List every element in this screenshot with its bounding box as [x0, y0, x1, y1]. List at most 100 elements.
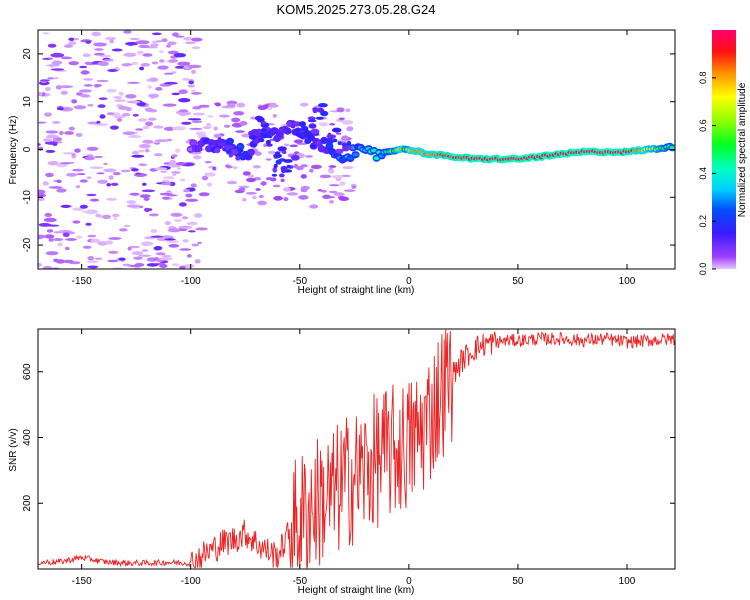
x-tick-label: 50: [512, 276, 524, 287]
x-tick-label: -150: [72, 276, 92, 287]
noise-blob: [60, 204, 71, 208]
noise-blob: [55, 259, 66, 264]
noise-blob: [164, 221, 171, 226]
noise-blob: [148, 93, 160, 99]
noise-blob: [101, 214, 112, 219]
noise-blob: [106, 88, 117, 93]
noise-blob: [305, 155, 313, 158]
noise-blob: [332, 175, 344, 179]
noise-blob: [108, 175, 114, 180]
noise-blob: [146, 263, 159, 267]
noise-blob: [126, 204, 140, 208]
noise-blob: [145, 121, 154, 127]
noise-blob: [109, 125, 119, 130]
noise-blob: [93, 42, 107, 47]
spectral-blob: [235, 155, 241, 161]
noise-blob: [84, 156, 95, 161]
spectral-blob: [281, 150, 287, 155]
noise-blob: [38, 263, 43, 267]
noise-blob: [98, 97, 108, 100]
spectral-blob: [265, 139, 271, 145]
noise-blob: [135, 128, 144, 131]
noise-blob: [169, 159, 176, 165]
noise-blob: [226, 103, 236, 108]
noise-blob: [155, 87, 163, 91]
noise-blob: [191, 89, 196, 92]
noise-blob: [195, 227, 208, 231]
noise-blob: [52, 238, 64, 241]
spectral-blob: [228, 148, 239, 155]
spectral-blob: [274, 151, 281, 155]
noise-blob: [158, 257, 173, 261]
noise-blob: [336, 107, 345, 113]
spectral-blob: [342, 145, 350, 152]
noise-blob: [105, 198, 117, 201]
noise-blob: [160, 170, 168, 173]
noise-blob: [298, 195, 309, 200]
noise-blob: [48, 186, 63, 189]
noise-blob: [143, 197, 150, 201]
noise-blob: [107, 259, 119, 263]
noise-blob: [166, 240, 179, 244]
noise-blob: [173, 219, 183, 222]
noise-blob: [265, 177, 274, 181]
noise-blob: [186, 254, 192, 258]
noise-blob: [96, 120, 101, 125]
noise-blob: [184, 41, 196, 45]
noise-blob: [82, 53, 91, 57]
noise-blob: [68, 61, 79, 66]
noise-blob: [319, 122, 328, 127]
noise-blob: [86, 146, 99, 151]
noise-blob: [187, 64, 202, 69]
noise-blob: [62, 152, 76, 155]
noise-blob: [55, 85, 62, 90]
noise-blob: [59, 85, 74, 88]
noise-blob: [45, 149, 56, 153]
colorbar-tick-label: 0.4: [698, 167, 708, 180]
noise-blob: [168, 244, 180, 248]
noise-blob: [329, 200, 335, 204]
snr-x-ticks: -150 -100 -50 0 50 100: [72, 329, 636, 587]
noise-blob: [123, 224, 131, 228]
noise-blob: [140, 63, 150, 67]
noise-blob: [213, 126, 218, 131]
spectral-blob: [310, 128, 320, 135]
noise-blob: [161, 255, 172, 258]
y-tick-label: 10: [22, 96, 33, 108]
spectral-blob: [271, 173, 278, 177]
noise-blob: [125, 107, 132, 112]
noise-blob: [226, 180, 237, 185]
spectral-blob: [272, 166, 278, 173]
spectral-blob: [273, 163, 278, 169]
colorbar-ticks: 0.0 0.2 0.4 0.6 0.8: [698, 72, 716, 275]
noise-blob: [162, 196, 170, 200]
spectral-blob: [248, 131, 254, 136]
noise-blob: [68, 41, 77, 46]
noise-blob: [260, 181, 267, 186]
noise-blob: [44, 234, 55, 239]
noise-blob: [283, 187, 291, 192]
spectrogram-x-ticks: -150 -100 -50 0 50 100: [72, 30, 636, 287]
spectral-blob: [290, 154, 300, 161]
chart-title: KOM5.2025.273.05.28.G24: [276, 2, 435, 17]
noise-blob: [239, 121, 248, 126]
spectral-blob: [277, 146, 287, 152]
noise-blob: [328, 165, 337, 168]
noise-blob: [128, 245, 140, 249]
noise-blob: [170, 212, 183, 217]
spectral-blob: [346, 140, 352, 147]
noise-blob: [328, 190, 338, 194]
noise-blob: [102, 59, 114, 62]
y-tick-label: 600: [22, 363, 33, 380]
noise-blob: [59, 130, 64, 136]
y-tick-label: -10: [22, 190, 33, 205]
noise-blob: [187, 118, 202, 121]
noise-blob: [50, 52, 65, 58]
spectrogram-y-ticks: -20 -10 0 10 20: [22, 48, 675, 252]
noise-blob: [145, 107, 153, 112]
spectrogram-marks: [38, 30, 675, 269]
noise-blob: [197, 241, 202, 244]
colorbar-gradient: [712, 30, 736, 269]
